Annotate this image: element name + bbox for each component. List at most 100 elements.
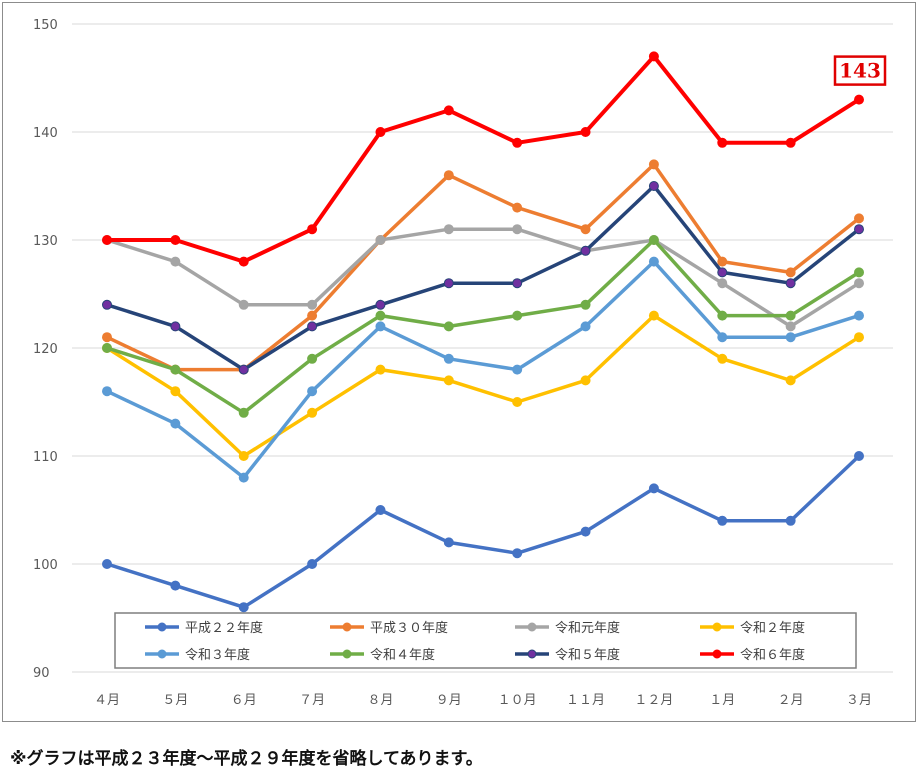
x-tick-label: １月 [709, 693, 735, 708]
data-point [717, 256, 728, 267]
data-point [238, 256, 249, 267]
y-tick-label: 150 [33, 18, 58, 33]
data-point [580, 127, 591, 137]
data-point [717, 353, 728, 364]
data-point [375, 310, 386, 321]
data-point [580, 321, 591, 332]
data-point [854, 332, 864, 343]
data-point [717, 267, 728, 278]
data-point [717, 137, 728, 148]
data-point [512, 364, 523, 375]
y-tick-label: 120 [33, 342, 58, 357]
y-tick-label: 130 [33, 234, 58, 249]
data-point [375, 364, 386, 375]
data-point [238, 451, 249, 461]
data-point [580, 299, 591, 310]
data-point [512, 224, 523, 235]
series-line [106, 259, 860, 480]
legend-swatch-marker [527, 649, 537, 659]
data-point [854, 310, 864, 321]
legend-swatch-marker [157, 649, 167, 659]
legend-label: 令和元年度 [555, 620, 620, 636]
data-point [443, 105, 454, 116]
data-point [443, 170, 454, 181]
y-tick-label: 140 [33, 126, 58, 141]
x-tick-label: ２月 [778, 693, 804, 708]
data-point [717, 515, 728, 526]
data-point [102, 386, 112, 397]
data-point [443, 321, 454, 332]
x-tick-label: ７月 [299, 693, 325, 708]
data-point [102, 343, 112, 353]
data-point [717, 310, 728, 321]
data-point [648, 235, 659, 245]
data-point [170, 256, 181, 267]
data-point [785, 321, 796, 332]
data-point [580, 245, 591, 256]
data-point [443, 375, 454, 386]
data-point [238, 364, 249, 375]
series-line [107, 54, 861, 264]
data-point [375, 235, 386, 245]
legend-label: 令和２年度 [740, 620, 805, 636]
series-line [106, 227, 860, 329]
series-line [106, 238, 860, 415]
legend-label: 令和５年度 [555, 647, 620, 663]
data-point [443, 537, 454, 548]
series-line [106, 162, 861, 372]
data-point [307, 299, 318, 310]
data-point [512, 137, 523, 148]
legend-label: 令和３年度 [185, 647, 250, 663]
data-point [512, 278, 523, 289]
data-point [785, 267, 796, 278]
data-point [102, 332, 112, 343]
data-point [307, 559, 318, 569]
data-point [648, 159, 659, 170]
data-point [307, 386, 318, 397]
data-point [443, 278, 454, 289]
data-point [307, 321, 318, 332]
data-point [580, 526, 591, 537]
x-tick-label: １２月 [634, 693, 673, 708]
legend-swatch-marker [157, 622, 167, 632]
legend-swatch-marker [527, 622, 537, 632]
data-point [375, 505, 386, 515]
data-point [375, 299, 386, 310]
data-point [238, 602, 249, 613]
y-tick-label: 100 [33, 558, 58, 573]
data-point [512, 202, 523, 213]
legend-swatch-marker [342, 649, 352, 659]
data-point [785, 278, 796, 289]
x-tick-label: ３月 [846, 693, 872, 708]
data-point [443, 224, 454, 235]
data-point [854, 213, 864, 224]
data-point [580, 375, 591, 386]
legend-swatch-marker [342, 622, 352, 632]
line-chart: 90 100 110 120 130 140 150 ４月 ５月 ６月 ７月 ８月 ９月 １０月 １１月 １２… [33, 18, 893, 708]
data-point [375, 127, 386, 137]
data-point [512, 310, 523, 321]
legend-box [114, 612, 857, 669]
data-point [170, 580, 181, 591]
series-line [106, 313, 860, 458]
data-point [648, 483, 659, 494]
series-line [106, 454, 861, 609]
value-annotation-label: 143 [839, 59, 881, 83]
legend-swatch-marker [712, 649, 722, 659]
data-point [170, 321, 181, 332]
chart-footnote: ※グラフは平成２３年度～平成２９年度を省略してあります。 [10, 749, 483, 769]
data-point [170, 235, 181, 245]
data-point [102, 235, 112, 245]
x-tick-label: ８月 [367, 693, 393, 708]
data-point [854, 267, 864, 278]
data-point [648, 310, 659, 321]
value-annotation-box [833, 55, 887, 86]
data-point [307, 310, 318, 321]
series-line [106, 184, 861, 372]
data-point [785, 310, 796, 321]
x-tick-label: ４月 [94, 693, 120, 708]
data-point [375, 321, 386, 332]
data-point [785, 515, 796, 526]
data-point [785, 375, 796, 386]
data-point [238, 299, 249, 310]
